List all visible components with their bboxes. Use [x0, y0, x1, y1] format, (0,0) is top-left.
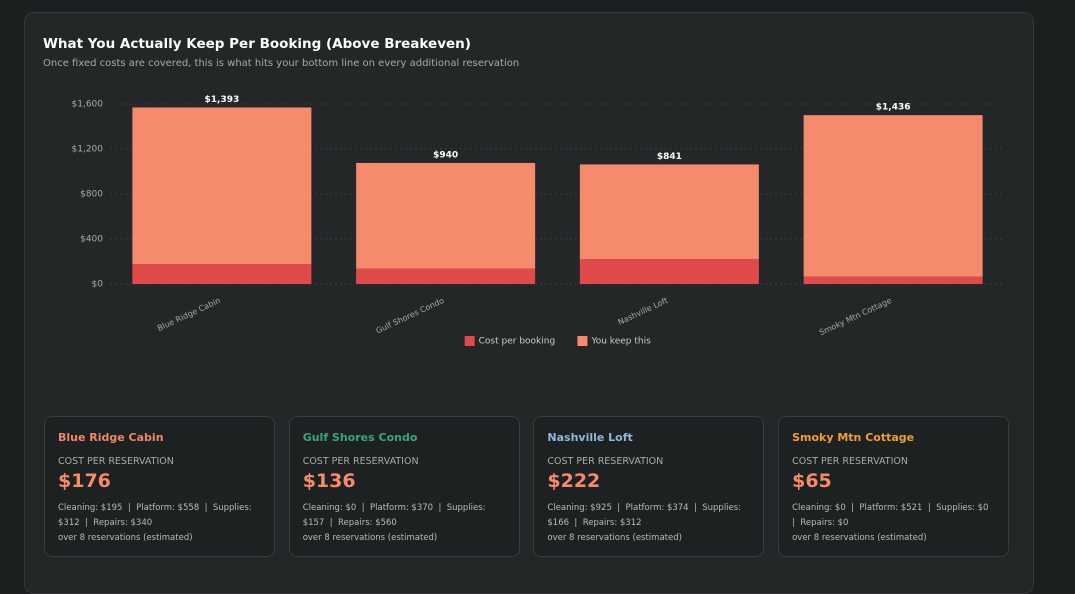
- y-tick-label: $400: [80, 235, 103, 245]
- bar-segment: [356, 268, 536, 284]
- page: What You Actually Keep Per Booking (Abov…: [24, 12, 1034, 594]
- card-details: Cleaning: $195 | Platform: $558 | Suppli…: [58, 503, 255, 528]
- y-tick-label: $1,600: [72, 100, 104, 110]
- bar-segment: [132, 107, 312, 265]
- chart-title: What You Actually Keep Per Booking (Abov…: [43, 36, 471, 52]
- legend-swatch: [464, 336, 475, 346]
- card-label: COST PER RESERVATION: [547, 456, 664, 467]
- card-label: COST PER RESERVATION: [792, 456, 908, 467]
- y-tick-label: $800: [80, 190, 103, 200]
- card-name: Blue Ridge Cabin: [58, 431, 164, 444]
- y-tick-label: $1,200: [72, 145, 104, 155]
- card: Nashville Loft COST PER RESERVATION $222 Cl…: [533, 416, 765, 557]
- card-details: Cleaning: $0 | Platform: $521 | Supplies…: [792, 503, 994, 528]
- bar-segment: [803, 115, 983, 277]
- card-amount: $176: [58, 470, 111, 492]
- card: Blue Ridge Cabin COST PER RESERVATION $176…: [44, 416, 275, 557]
- legend-label: Cost per booking: [479, 337, 556, 347]
- card-note: over 8 reservations (estimated): [58, 533, 193, 543]
- data-label: $841: [657, 152, 682, 162]
- chart: What You Actually Keep Per Booking (Abov…: [43, 36, 1005, 347]
- bar-segment: [356, 162, 536, 269]
- card-note: over 8 reservations (estimated): [302, 533, 438, 543]
- x-tick-label: Smoky Mtn Cottage: [818, 296, 893, 337]
- legend-swatch: [577, 336, 588, 346]
- x-tick-label: Nashville Loft: [617, 296, 670, 327]
- x-tick-label: Gulf Shores Condo: [375, 296, 446, 336]
- legend-label: You keep this: [590, 337, 651, 347]
- card-details: Cleaning: $0 | Platform: $370 | Supplies…: [302, 503, 489, 528]
- card-amount: $222: [547, 470, 601, 492]
- card-name: Gulf Shores Condo: [302, 431, 418, 444]
- card-name: Smoky Mtn Cottage: [792, 431, 915, 444]
- card-name: Nashville Loft: [547, 431, 633, 444]
- card-amount: $65: [792, 470, 832, 492]
- data-label: $940: [433, 150, 458, 160]
- bar-segment: [579, 259, 759, 284]
- bar-segment: [803, 276, 983, 284]
- bar-segment: [132, 264, 312, 284]
- card-amount: $136: [302, 470, 356, 492]
- card: Smoky Mtn Cottage COST PER RESERVATION $65…: [778, 416, 1010, 557]
- card-details: Cleaning: $925 | Platform: $374 | Suppli…: [547, 503, 744, 528]
- card-label: COST PER RESERVATION: [302, 456, 419, 467]
- y-tick-label: $0: [92, 280, 104, 290]
- data-label: $1,393: [205, 95, 240, 105]
- data-label: $1,436: [876, 103, 911, 113]
- card-note: over 8 reservations (estimated): [547, 533, 682, 543]
- card-note: over 8 reservations (estimated): [792, 533, 927, 543]
- x-tick-label: Blue Ridge Cabin: [156, 296, 222, 333]
- bar-segment: [579, 164, 759, 260]
- card-label: COST PER RESERVATION: [58, 456, 174, 467]
- card: Gulf Shores Condo COST PER RESERVATION $13…: [288, 416, 520, 557]
- chart-subtitle: Once fixed costs are covered, this is wh…: [43, 58, 519, 69]
